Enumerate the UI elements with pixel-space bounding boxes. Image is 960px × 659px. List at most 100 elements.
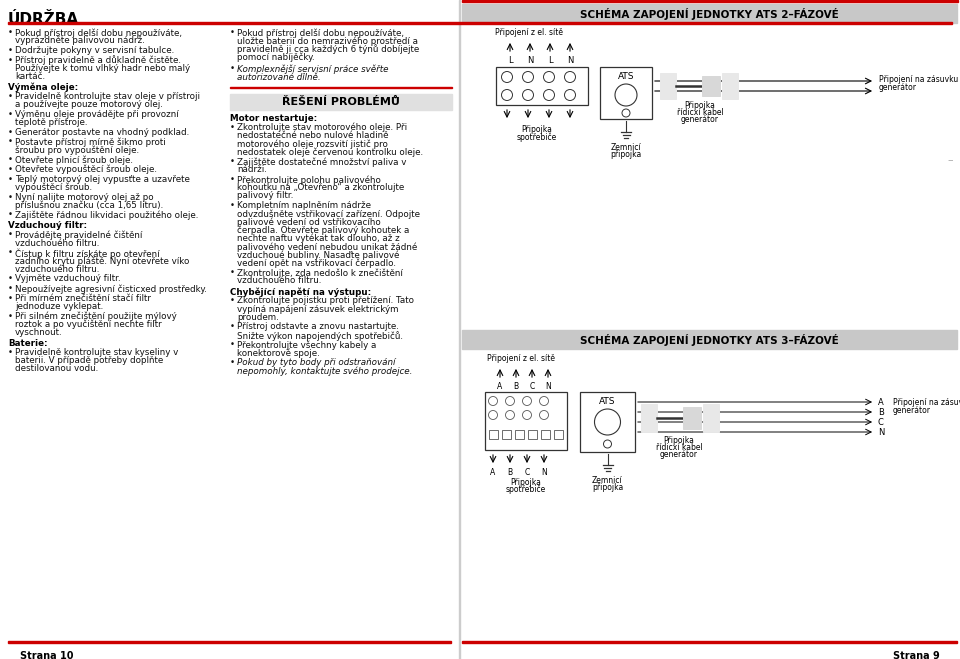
Text: A: A (497, 382, 503, 391)
Text: vzduchoué bubliny. Nasaďte palivové: vzduchoué bubliny. Nasaďte palivové (237, 250, 399, 260)
Text: nechte naftu vytékat tak dlouho, až z: nechte naftu vytékat tak dlouho, až z (237, 234, 399, 243)
Text: nedostatek oleje červenou kontrolku oleje.: nedostatek oleje červenou kontrolku olej… (237, 148, 423, 157)
Text: Provádějte pravidelné čištění: Provádějte pravidelné čištění (15, 231, 142, 240)
Text: destilovanou vodu.: destilovanou vodu. (15, 364, 98, 374)
Text: B: B (878, 408, 884, 417)
Text: spotřebiče: spotřebiče (516, 132, 557, 142)
Text: vyschnout.: vyschnout. (15, 328, 62, 337)
Text: SCHÉMA ZAPOJENÍ JEDNOTKY ATS 3–FÁZOVÉ: SCHÉMA ZAPOJENÍ JEDNOTKY ATS 3–FÁZOVÉ (580, 333, 838, 345)
Text: Generátor postavte na vhodný podklad.: Generátor postavte na vhodný podklad. (15, 128, 189, 136)
Text: nedostatečné nebo nulové hladině: nedostatečné nebo nulové hladině (237, 131, 389, 140)
Text: Při mírném znečištění stačí filtr: Při mírném znečištění stačí filtr (15, 294, 151, 302)
Text: generátor: generátor (879, 83, 917, 92)
Text: B: B (508, 468, 513, 477)
Bar (230, 87, 452, 88)
Text: N: N (527, 56, 533, 65)
Bar (702, 76, 720, 96)
Bar (600, 67, 652, 119)
Text: ŘEŠENÍ PROBLÉMŮ: ŘEŠENÍ PROBLÉMŮ (282, 97, 400, 107)
Text: Výměna oleje:: Výměna oleje: (8, 82, 79, 92)
Text: palivové vedení od vstřikovacího: palivové vedení od vstřikovacího (237, 217, 381, 227)
Text: zadního krytu pláště. Nyní otevřete víko: zadního krytu pláště. Nyní otevřete víko (15, 256, 189, 266)
Text: Pokud by tyto body při odstraňování: Pokud by tyto body při odstraňování (237, 358, 396, 367)
Text: Pravidelně kontrolujte stav kyseliny v: Pravidelně kontrolujte stav kyseliny v (15, 348, 179, 357)
Text: •: • (230, 201, 235, 210)
Text: Čístup k filtru získáte po otevření: Čístup k filtru získáte po otevření (15, 248, 159, 259)
Text: •: • (8, 210, 13, 219)
Text: vyprázdněte palivovou nádrž.: vyprázdněte palivovou nádrž. (15, 36, 145, 45)
Bar (660, 73, 676, 99)
Text: •: • (230, 358, 235, 367)
Text: •: • (8, 110, 13, 119)
Text: •: • (230, 123, 235, 132)
Text: Při silném znečištění použijte mýlový: Při silném znečištění použijte mýlový (15, 312, 177, 321)
Bar (459, 0, 460, 659)
Text: H: H (685, 417, 691, 426)
Text: Připojka: Připojka (684, 101, 715, 110)
Text: generátor: generátor (660, 450, 698, 459)
Bar (496, 67, 588, 105)
Bar (462, 0, 958, 1)
Text: teplotě přístroje.: teplotě přístroje. (15, 118, 87, 127)
Text: Motor nestartuje:: Motor nestartuje: (230, 114, 317, 123)
Bar (485, 392, 567, 450)
Text: Překontrolujte polohu palivového: Překontrolujte polohu palivového (237, 175, 381, 185)
Text: N: N (566, 56, 573, 65)
Text: Zajištěte dostatečné množství paliva v: Zajištěte dostatečné množství paliva v (237, 158, 406, 167)
Text: H: H (685, 410, 691, 419)
Text: Připojka: Připojka (511, 478, 541, 487)
Text: čerpadla. Otevřete palivový kohoutek a: čerpadla. Otevřete palivový kohoutek a (237, 226, 409, 235)
Text: •: • (8, 165, 13, 174)
Bar (8, 22, 952, 24)
Text: nepomohly, kontaktujte svého prodejce.: nepomohly, kontaktujte svého prodejce. (237, 366, 413, 376)
Text: příslušnou značku (cca 1,65 litru).: příslušnou značku (cca 1,65 litru). (15, 201, 163, 210)
Text: •: • (230, 65, 235, 73)
Text: Snižte výkon napojendých spotřebičů.: Snižte výkon napojendých spotřebičů. (237, 331, 403, 341)
Text: •: • (230, 268, 235, 277)
Bar (528, 430, 537, 439)
Text: •: • (8, 284, 13, 293)
Text: •: • (8, 312, 13, 321)
Text: C: C (529, 382, 535, 391)
Text: C: C (524, 468, 530, 477)
Text: Strana 9: Strana 9 (893, 651, 940, 659)
Text: Kompletním naplněním nádrže: Kompletním naplněním nádrže (237, 201, 371, 210)
Text: Baterie:: Baterie: (8, 339, 48, 348)
Text: SCHÉMA ZAPOJENÍ JEDNOTKY ATS 2–FÁZOVÉ: SCHÉMA ZAPOJENÍ JEDNOTKY ATS 2–FÁZOVÉ (580, 7, 838, 20)
Bar (462, 4, 957, 23)
Text: autorizované dîlně.: autorizované dîlně. (237, 72, 321, 82)
Text: Připojení na zásuvku: Připojení na zásuvku (893, 398, 960, 407)
Text: N: N (878, 428, 884, 437)
Text: •: • (8, 28, 13, 37)
Text: proudem.: proudem. (237, 313, 278, 322)
Text: Vyjměte vzduchouý filtr.: Vyjměte vzduchouý filtr. (15, 274, 121, 283)
Text: Připojka: Připojka (521, 125, 552, 134)
Text: –: – (948, 337, 953, 347)
Text: konektorové spoje.: konektorové spoje. (237, 349, 320, 358)
Text: Chybějící napětí na výstupu:: Chybějící napětí na výstupu: (230, 287, 372, 297)
Text: Zajištěte řádnou likvidaci použitého oleje.: Zajištěte řádnou likvidaci použitého ole… (15, 210, 199, 220)
Text: Dodržujte pokyny v servisní tabulce.: Dodržujte pokyny v servisní tabulce. (15, 46, 175, 55)
Text: baterii. V případě potřeby doplňte: baterii. V případě potřeby doplňte (15, 357, 163, 365)
Text: Teplý motorový olej vypusťte a uzavřete: Teplý motorový olej vypusťte a uzavřete (15, 175, 190, 184)
Text: •: • (8, 348, 13, 357)
Text: H: H (704, 85, 710, 94)
Bar (515, 430, 524, 439)
Text: •: • (8, 46, 13, 55)
Text: Pokud přístroj delší dobu nepoužíváte,: Pokud přístroj delší dobu nepoužíváte, (237, 28, 404, 38)
Bar (230, 94, 452, 109)
Text: •: • (230, 175, 235, 184)
Text: uložte baterii do nemrazivého prostředí a: uložte baterii do nemrazivého prostředí … (237, 36, 418, 45)
Text: a používejte pouze motorový olej.: a používejte pouze motorový olej. (15, 100, 163, 109)
Bar (462, 641, 957, 643)
Bar (722, 73, 738, 99)
Text: ÚDRŽBA: ÚDRŽBA (8, 12, 79, 27)
Bar (580, 392, 635, 452)
Text: Používejte k tomu vlhký hadr nebo malý: Používejte k tomu vlhký hadr nebo malý (15, 64, 190, 72)
Text: ATS: ATS (599, 397, 615, 406)
Text: –: – (948, 155, 953, 165)
Text: palivového vedení nebudou unikat žádné: palivového vedení nebudou unikat žádné (237, 243, 418, 252)
Text: Zemnicí: Zemnicí (592, 476, 623, 485)
Text: Otevřete plnicí šroub oleje.: Otevřete plnicí šroub oleje. (15, 156, 133, 165)
Text: Zkontrolujte pojistku proti přetížení. Tato: Zkontrolujte pojistku proti přetížení. T… (237, 297, 414, 305)
